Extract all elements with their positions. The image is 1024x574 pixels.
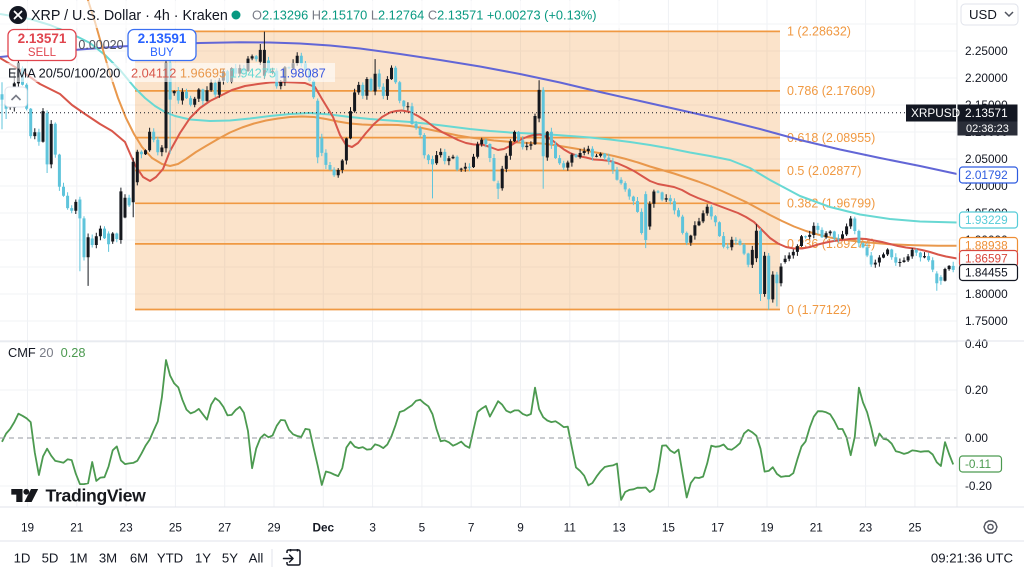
svg-text:0.382 (1.96799): 0.382 (1.96799)	[787, 197, 875, 211]
svg-text:11: 11	[564, 521, 576, 535]
svg-text:XRP / U.S. Dollar · 4h · Krake: XRP / U.S. Dollar · 4h · Kraken	[31, 8, 228, 24]
svg-text:0.786 (2.17609): 0.786 (2.17609)	[787, 84, 875, 98]
svg-text:XRPUSD: XRPUSD	[911, 106, 960, 120]
svg-text:1.86597: 1.86597	[965, 252, 1008, 266]
svg-text:SELL: SELL	[28, 47, 57, 59]
svg-text:All: All	[249, 551, 264, 566]
svg-text:5: 5	[419, 521, 426, 535]
svg-text:2.25000: 2.25000	[965, 44, 1008, 58]
svg-text:1M: 1M	[69, 551, 87, 566]
svg-text:-0.20: -0.20	[965, 479, 992, 493]
svg-text:3M: 3M	[99, 551, 117, 566]
svg-text:17: 17	[711, 521, 724, 535]
svg-text:2.04112 1.96695 1.94275 1.9808: 2.04112 1.96695 1.94275 1.98087	[131, 66, 326, 81]
svg-text:2.05000: 2.05000	[965, 152, 1008, 166]
svg-text:O2.13296 H2.15170 L2.12764 C2.: O2.13296 H2.15170 L2.12764 C2.13571 +0.0…	[252, 8, 596, 23]
svg-text:USD: USD	[969, 7, 997, 22]
svg-text:CMF 20 0.28: CMF 20 0.28	[8, 345, 86, 360]
svg-text:2.13571: 2.13571	[18, 31, 67, 46]
svg-text:5D: 5D	[42, 551, 59, 566]
svg-text:15: 15	[662, 521, 676, 535]
svg-text:27: 27	[218, 521, 231, 535]
svg-text:1.93229: 1.93229	[965, 213, 1008, 227]
svg-text:21: 21	[810, 521, 823, 535]
svg-text:19: 19	[760, 521, 773, 535]
svg-text:9: 9	[517, 521, 524, 535]
svg-text:2.01792: 2.01792	[965, 168, 1008, 182]
svg-text:BUY: BUY	[150, 47, 174, 59]
svg-text:1.75000: 1.75000	[965, 314, 1008, 328]
svg-text:7: 7	[468, 521, 475, 535]
svg-text:3: 3	[369, 521, 376, 535]
svg-text:5Y: 5Y	[222, 551, 238, 566]
svg-text:TradingView: TradingView	[46, 486, 147, 506]
svg-text:25: 25	[908, 521, 922, 535]
svg-text:29: 29	[267, 521, 280, 535]
svg-text:23: 23	[859, 521, 873, 535]
svg-text:-0.11: -0.11	[965, 457, 991, 471]
svg-text:0.00: 0.00	[965, 431, 988, 445]
svg-text:0 (1.77122): 0 (1.77122)	[787, 303, 851, 317]
svg-text:Dec: Dec	[312, 521, 334, 535]
svg-text:1Y: 1Y	[195, 551, 211, 566]
svg-text:EMA 20/50/100/200: EMA 20/50/100/200	[8, 66, 120, 81]
svg-text:2.20000: 2.20000	[965, 71, 1008, 85]
svg-text:2.13571: 2.13571	[965, 106, 1008, 120]
svg-text:0.00020: 0.00020	[78, 38, 123, 52]
svg-text:0.20: 0.20	[965, 383, 988, 397]
svg-text:02:38:23: 02:38:23	[966, 123, 1009, 135]
svg-text:21: 21	[70, 521, 83, 535]
svg-text:1D: 1D	[14, 551, 31, 566]
svg-text:1.80000: 1.80000	[965, 287, 1008, 301]
svg-text:0.618 (2.08955): 0.618 (2.08955)	[787, 131, 875, 145]
svg-text:2.13591: 2.13591	[138, 31, 187, 46]
svg-text:25: 25	[169, 521, 183, 535]
svg-text:13: 13	[613, 521, 627, 535]
svg-text:YTD: YTD	[157, 551, 183, 566]
svg-text:1.84455: 1.84455	[965, 266, 1008, 280]
svg-text:6M: 6M	[130, 551, 148, 566]
svg-text:19: 19	[21, 521, 34, 535]
svg-text:0.5 (2.02877): 0.5 (2.02877)	[787, 164, 861, 178]
svg-text:1.88938: 1.88938	[965, 239, 1008, 253]
svg-text:09:21:36 UTC: 09:21:36 UTC	[931, 551, 1014, 566]
svg-text:1 (2.28632): 1 (2.28632)	[787, 25, 851, 39]
svg-text:0.40: 0.40	[965, 337, 988, 351]
svg-text:23: 23	[120, 521, 134, 535]
